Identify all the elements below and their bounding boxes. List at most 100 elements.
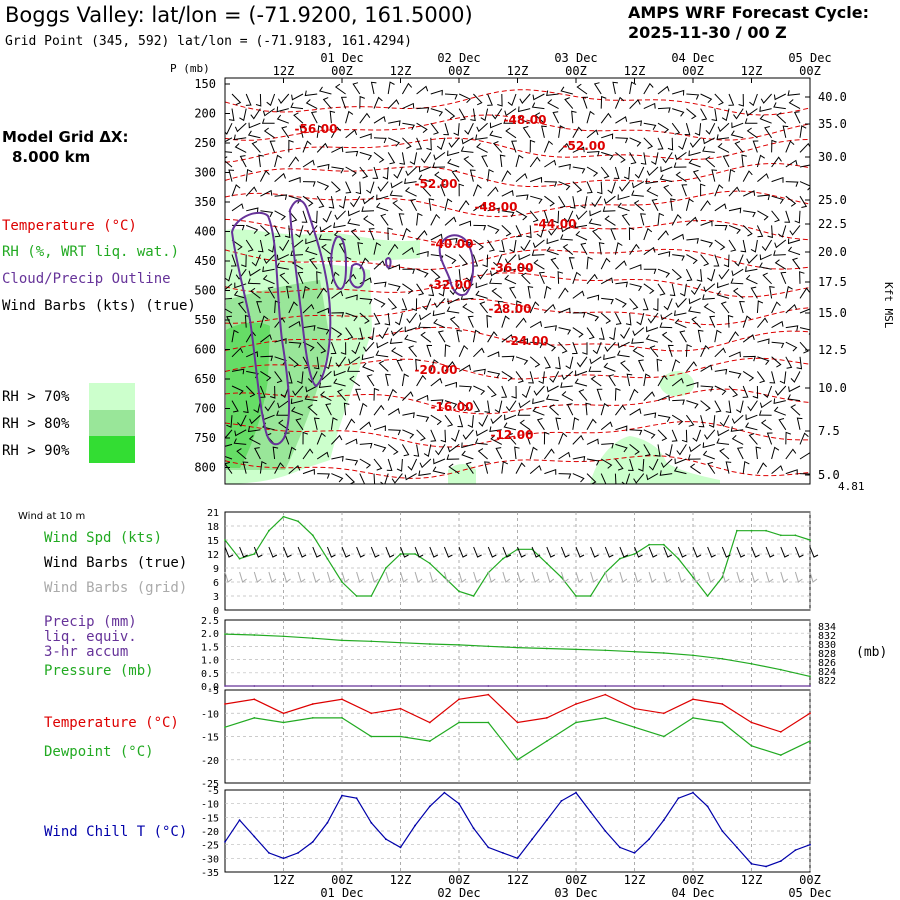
wind-barb: [515, 300, 522, 314]
wind-barb: [756, 154, 765, 168]
wind-barb: [629, 429, 643, 436]
wind-barb: [490, 414, 503, 425]
wind-barb: [302, 325, 316, 331]
data-point: [794, 534, 797, 537]
isotherm-label: -44.00: [534, 217, 577, 231]
height-tick-label: 12.5: [818, 343, 847, 357]
data-point: [750, 685, 753, 687]
wind-barb: [501, 334, 514, 343]
wind-barb: [334, 83, 346, 95]
wind-barb: [228, 108, 235, 122]
wind-barb: [618, 181, 630, 192]
wind-barb: [288, 341, 302, 348]
wind-barb: [281, 126, 290, 139]
data-point: [809, 843, 811, 846]
wind-barb: [225, 297, 233, 300]
surface-barb-true: [780, 546, 790, 558]
wind-barb: [620, 327, 631, 339]
wind-barb: [250, 287, 261, 299]
wind-barb: [550, 257, 559, 270]
wind-barb: [423, 444, 432, 457]
data-point: [589, 595, 592, 597]
wind-barb: [231, 329, 239, 343]
data-point: [282, 712, 285, 715]
surface-barb-grid: [385, 571, 394, 583]
wind-barb: [731, 435, 744, 445]
wind-barb: [657, 268, 671, 278]
y-tick-label: 15: [207, 536, 219, 547]
wind-barb: [533, 259, 545, 270]
wind-barb: [777, 225, 787, 238]
wind-barb: [761, 239, 773, 252]
wind-barb: [530, 341, 543, 349]
wind-barb: [572, 271, 581, 284]
wind-barb: [350, 195, 361, 208]
wind-barb: [482, 254, 489, 268]
wind-barb: [375, 202, 389, 212]
wind-barb: [362, 362, 375, 372]
wind-barb: [529, 139, 536, 153]
wind-barb: [621, 473, 631, 484]
wind-barb: [771, 341, 785, 349]
data-point: [341, 685, 343, 687]
surface-barb-grid: [809, 571, 818, 583]
wind-barb: [317, 473, 330, 479]
wind-barb: [572, 342, 578, 355]
wind-barb: [439, 184, 446, 197]
data-point: [604, 649, 607, 652]
wind-barb: [613, 166, 620, 180]
wind-barb: [387, 99, 400, 109]
wind-barb: [259, 170, 270, 182]
wind-barb: [543, 285, 552, 299]
wind-barb: [330, 126, 341, 139]
wind-barb: [702, 137, 716, 145]
surface-barb-true: [356, 546, 365, 558]
wind-barb: [544, 341, 557, 352]
wind-barb: [316, 271, 322, 284]
wind-barb: [373, 96, 383, 109]
data-point: [779, 754, 782, 756]
wind-barb: [245, 168, 253, 182]
surface-barb-grid: [648, 571, 657, 583]
data-point: [341, 794, 343, 797]
bottom-date-label: 02 Dec: [437, 886, 480, 900]
wind-barb: [736, 447, 744, 460]
wind-barb: [643, 268, 657, 275]
wind-barb: [731, 122, 744, 129]
wind-barb: [402, 429, 415, 439]
wind-barb: [799, 473, 810, 479]
surface-barb-grid: [473, 571, 481, 583]
isotherm-label: -24.00: [506, 334, 549, 348]
data-point: [662, 543, 665, 546]
wind-barb: [561, 391, 574, 402]
wind-barb: [430, 268, 441, 281]
wind-barb: [463, 156, 474, 168]
wind-barb: [385, 373, 391, 387]
wind-barb: [586, 327, 595, 340]
wind-barb: [686, 216, 698, 226]
wind-barb: [473, 93, 483, 106]
wind-barb: [774, 239, 787, 249]
wind-barb: [350, 228, 361, 241]
wind-barb: [681, 429, 688, 443]
rh70-blob-lower: [448, 464, 476, 484]
wind-barb: [728, 93, 735, 106]
wind-barb: [791, 257, 801, 270]
wind-barb: [302, 285, 310, 299]
wind-barb: [588, 218, 602, 226]
isotherm-label: -28.00: [489, 302, 532, 316]
cloud-outline-west: [230, 211, 291, 446]
wind-barb: [671, 429, 678, 442]
wind-barb: [416, 85, 429, 95]
right-tick-label: 822: [818, 676, 836, 687]
rh90-region: [226, 322, 270, 468]
wind-barb: [799, 308, 810, 314]
wind-barb: [558, 473, 572, 479]
wind-barb: [623, 166, 631, 180]
wind-barb: [692, 169, 702, 182]
wind-barb: [771, 446, 780, 460]
wind-barb: [546, 246, 559, 256]
y-tick-label: -25: [201, 841, 219, 852]
wind-barb: [790, 404, 801, 416]
